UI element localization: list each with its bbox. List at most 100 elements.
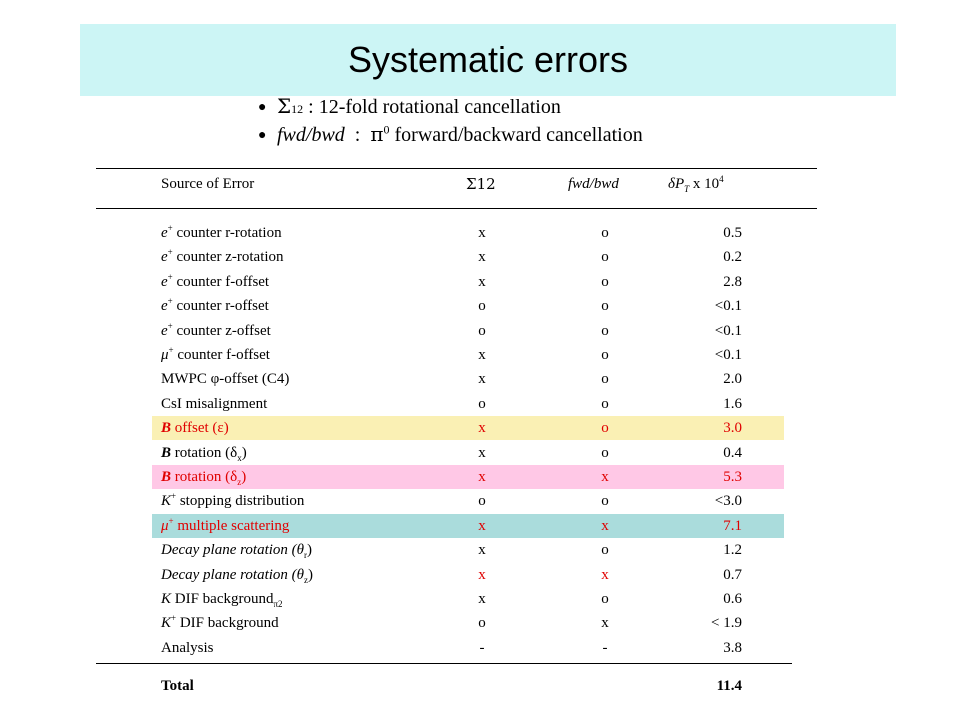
fwdbwd-mark: o bbox=[601, 347, 609, 363]
source-bold: B bbox=[161, 444, 172, 461]
table-row: Decay plane rotation (θz) x x 0.7 bbox=[0, 563, 960, 587]
source-label: e+ counter r-rotation bbox=[161, 221, 282, 245]
dpt-value: <0.1 bbox=[714, 347, 742, 363]
dpt-value: 2.8 bbox=[723, 273, 742, 290]
dpt-value: 3.0 bbox=[723, 420, 742, 437]
dpt-value: 0.6 bbox=[723, 591, 742, 607]
source-label: B rotation (δx) bbox=[161, 441, 247, 465]
source-prefix: e bbox=[161, 225, 168, 241]
source-prefix: MWPC φ-offset (C4) bbox=[161, 371, 290, 388]
table-row: CsI misalignment o o 1.6 bbox=[0, 392, 960, 416]
fwdbwd-mark: o bbox=[601, 298, 609, 315]
table-row: Decay plane rotation (θr) x o 1.2 bbox=[0, 538, 960, 562]
source-text-end: ) bbox=[308, 566, 314, 583]
source-label: Analysis bbox=[161, 636, 214, 660]
row-highlight bbox=[152, 513, 784, 538]
fwdbwd-mark: o bbox=[601, 322, 609, 339]
source-sup: + bbox=[167, 271, 173, 282]
source-sub: x bbox=[237, 452, 242, 463]
total-row: Total 11.4 bbox=[0, 674, 960, 698]
fwdbwd-mark: o bbox=[601, 273, 609, 290]
source-prefix: e bbox=[161, 322, 168, 339]
source-label: K+ stopping distribution bbox=[161, 489, 304, 513]
source-text: rotation (δ bbox=[171, 444, 238, 461]
bullet-fwdbwd: ● fwd/bwd : π0 forward/backward cancella… bbox=[258, 122, 643, 148]
source-text: counter f-offset bbox=[172, 273, 270, 290]
table-row: B rotation (δx) x o 0.4 bbox=[0, 441, 960, 465]
sigma12-mark: x bbox=[478, 542, 486, 559]
sigma12-mark: x bbox=[478, 273, 486, 290]
bullet-list: ● Σ12 : 12-fold rotational cancellation … bbox=[258, 94, 643, 148]
total-label: Total bbox=[161, 678, 194, 694]
sigma12-mark: - bbox=[479, 639, 485, 656]
source-prefix: e bbox=[161, 298, 168, 315]
source-prefix: Decay plane rotation (θ bbox=[161, 566, 305, 583]
fwdbwd-mark: o bbox=[601, 591, 609, 607]
table-row: e+ counter z-rotation x o 0.2 bbox=[0, 245, 960, 269]
sigma12-mark: x bbox=[478, 469, 486, 485]
fwdbwd-mark: o bbox=[601, 420, 609, 437]
fwdbwd-mark: o bbox=[601, 493, 609, 510]
source-text: multiple scattering bbox=[173, 517, 290, 534]
dpt-value: < 1.9 bbox=[711, 615, 742, 632]
source-label: MWPC φ-offset (C4) bbox=[161, 367, 289, 391]
dpt-value: 7.1 bbox=[723, 517, 742, 534]
source-sup: + bbox=[167, 223, 173, 233]
source-text: counter z-rotation bbox=[172, 249, 284, 266]
table-row: e+ counter r-offset o o <0.1 bbox=[0, 294, 960, 318]
table-row: e+ counter r-rotation x o 0.5 bbox=[0, 221, 960, 245]
dpt-value: 0.7 bbox=[723, 566, 742, 583]
fwdbwd-term: fwd/bwd bbox=[277, 124, 345, 146]
table-row: B rotation (δz) x x 5.3 bbox=[0, 465, 960, 489]
source-sup: + bbox=[171, 491, 177, 502]
source-text: counter r-offset bbox=[172, 298, 269, 315]
source-prefix: Analysis bbox=[161, 639, 214, 656]
bullet-sigma12: ● Σ12 : 12-fold rotational cancellation bbox=[258, 94, 643, 122]
dpt-value: <3.0 bbox=[714, 493, 742, 510]
dpt-value: 0.2 bbox=[723, 249, 742, 266]
row-highlight bbox=[152, 416, 784, 441]
bullet-dot-icon: ● bbox=[258, 128, 267, 143]
source-label: e+ counter f-offset bbox=[161, 270, 269, 294]
source-text-end: ) bbox=[307, 542, 313, 559]
source-label: K DIF backgroundπ2 bbox=[161, 587, 283, 611]
sigma12-mark: x bbox=[478, 225, 486, 241]
fwdbwd-mark: o bbox=[601, 395, 609, 412]
dpt-value: 3.8 bbox=[723, 639, 742, 656]
source-prefix: μ bbox=[161, 517, 169, 534]
source-sub: π2 bbox=[273, 599, 283, 609]
dpt-value: <0.1 bbox=[714, 322, 742, 339]
source-prefix: μ bbox=[161, 347, 169, 363]
table-row: B offset (ε) x o 3.0 bbox=[0, 416, 960, 441]
sigma12-mark: o bbox=[478, 395, 486, 412]
bullet-text: : 12-fold rotational cancellation bbox=[303, 96, 561, 118]
row-highlight bbox=[152, 465, 784, 489]
source-prefix: e bbox=[161, 249, 168, 266]
sigma-symbol: Σ bbox=[277, 94, 292, 118]
bullet-text: forward/backward cancellation bbox=[389, 124, 643, 146]
source-prefix: CsI misalignment bbox=[161, 395, 268, 412]
fwdbwd-mark: - bbox=[602, 639, 608, 656]
source-prefix: Decay plane rotation (θ bbox=[161, 542, 305, 559]
source-text-end: ) bbox=[241, 469, 247, 485]
dpt-value: 2.0 bbox=[723, 371, 742, 388]
fwdbwd-mark: o bbox=[601, 249, 609, 266]
source-label: CsI misalignment bbox=[161, 392, 267, 416]
source-label: e+ counter r-offset bbox=[161, 294, 269, 318]
fwdbwd-mark: o bbox=[601, 225, 609, 241]
sigma12-mark: o bbox=[478, 298, 486, 315]
sigma12-mark: x bbox=[478, 517, 486, 534]
table-row: K DIF backgroundπ2 x o 0.6 bbox=[0, 587, 960, 611]
source-sup: + bbox=[168, 515, 174, 526]
dpt-value: 1.6 bbox=[723, 395, 742, 412]
table-top-rule bbox=[96, 168, 817, 169]
fwdbwd-mark: o bbox=[601, 542, 609, 559]
source-label: B rotation (δz) bbox=[161, 465, 246, 489]
page-title: Systematic errors bbox=[347, 39, 629, 80]
source-text: DIF background bbox=[171, 591, 274, 607]
sigma12-mark: o bbox=[478, 615, 486, 632]
fwdbwd-mark: x bbox=[601, 517, 609, 534]
header-source: Source of Error bbox=[161, 176, 255, 192]
table-row: MWPC φ-offset (C4) x o 2.0 bbox=[0, 367, 960, 391]
fwdbwd-mark: o bbox=[601, 371, 609, 388]
